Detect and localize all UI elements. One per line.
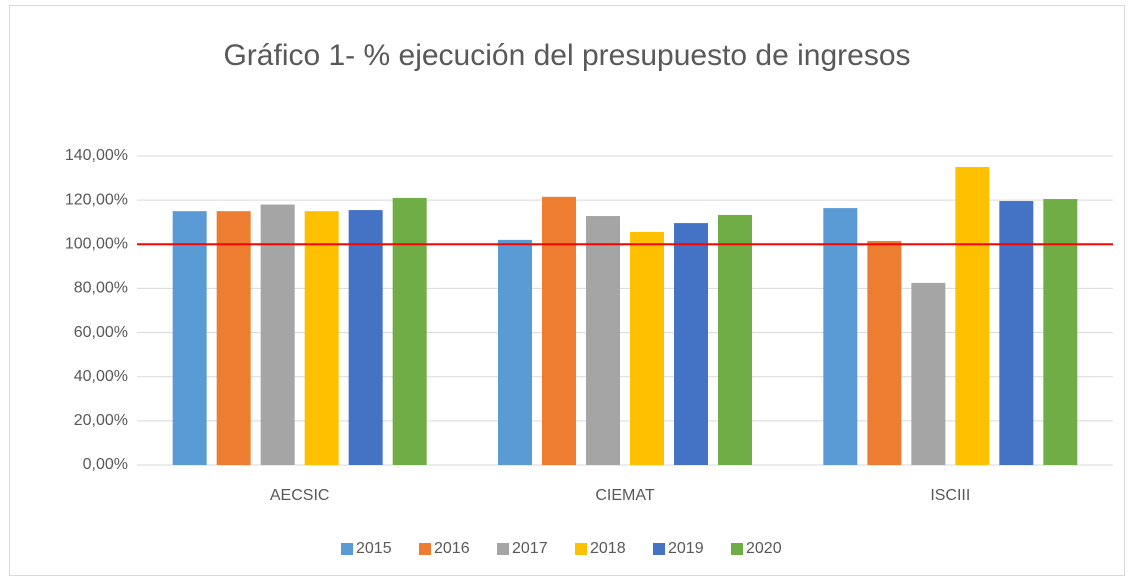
- bar: [172, 211, 207, 465]
- legend-swatch: [731, 543, 743, 555]
- x-tick-label: AECSIC: [270, 487, 330, 504]
- legend-label: 2018: [590, 540, 626, 557]
- chart-title: Gráfico 1- % ejecución del presupuesto d…: [223, 39, 910, 72]
- legend-label: 2017: [512, 540, 548, 557]
- bar: [348, 210, 383, 465]
- legend-swatch: [497, 543, 509, 555]
- bar: [1043, 199, 1078, 465]
- bar: [586, 216, 620, 465]
- legend-label: 2015: [356, 540, 392, 557]
- y-tick-label: 40,00%: [74, 368, 128, 385]
- bar: [260, 204, 295, 466]
- legend-label: 2016: [434, 540, 470, 557]
- bar: [823, 208, 858, 466]
- y-tick-label: 80,00%: [74, 280, 128, 297]
- y-tick-label: 60,00%: [74, 324, 128, 341]
- bar: [304, 211, 339, 465]
- bar: [674, 223, 708, 465]
- bar: [498, 239, 532, 465]
- bar: [955, 167, 990, 466]
- bar: [867, 240, 902, 465]
- y-tick-label: 20,00%: [74, 412, 128, 429]
- legend-swatch: [341, 543, 353, 555]
- y-tick-label: 140,00%: [65, 147, 128, 164]
- y-tick-label: 0,00%: [83, 456, 128, 473]
- legend-label: 2020: [746, 540, 782, 557]
- bar: [216, 211, 251, 465]
- bar: [718, 214, 752, 465]
- bar: [911, 282, 946, 465]
- bar: [542, 196, 576, 465]
- bar: [999, 201, 1034, 466]
- bar: [630, 231, 664, 465]
- bar: [392, 197, 427, 465]
- x-tick-label: ISCIII: [930, 487, 970, 504]
- x-tick-label: CIEMAT: [595, 487, 654, 504]
- legend-swatch: [419, 543, 431, 555]
- legend-swatch: [575, 543, 587, 555]
- legend-swatch: [653, 543, 665, 555]
- y-tick-label: 120,00%: [65, 191, 128, 208]
- y-tick-label: 100,00%: [65, 236, 128, 253]
- legend-label: 2019: [668, 540, 704, 557]
